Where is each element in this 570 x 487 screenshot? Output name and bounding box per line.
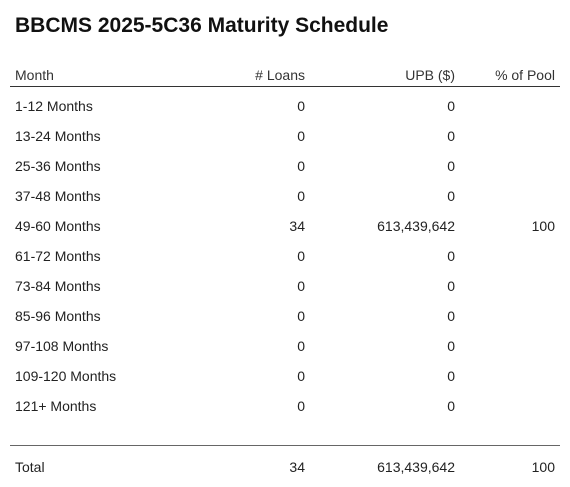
table-row: 121+ Months 0 0	[10, 391, 560, 421]
header-pool: % of Pool	[495, 67, 555, 83]
cell-month: 121+ Months	[15, 398, 97, 414]
cell-upb: 0	[447, 98, 455, 114]
cell-loans: 0	[297, 308, 305, 324]
header-loans: # Loans	[255, 67, 305, 83]
cell-month: 73-84 Months	[15, 278, 101, 294]
cell-month: 85-96 Months	[15, 308, 101, 324]
page-title: BBCMS 2025-5C36 Maturity Schedule	[15, 14, 389, 37]
cell-month: 61-72 Months	[15, 248, 101, 264]
total-loans: 34	[289, 459, 305, 475]
total-upb: 613,439,642	[377, 459, 455, 475]
total-row: Total 34 613,439,642 100	[10, 452, 560, 482]
cell-month: 1-12 Months	[15, 98, 93, 114]
table-header: Month # Loans UPB ($) % of Pool	[10, 64, 560, 87]
maturity-table: Month # Loans UPB ($) % of Pool 1-12 Mon…	[10, 64, 560, 482]
cell-month: 109-120 Months	[15, 368, 117, 384]
cell-loans: 34	[289, 218, 305, 234]
cell-upb: 0	[447, 278, 455, 294]
cell-upb: 0	[447, 158, 455, 174]
table-row: 37-48 Months 0 0	[10, 181, 560, 211]
cell-loans: 0	[297, 98, 305, 114]
cell-upb: 0	[447, 188, 455, 204]
table-row: 61-72 Months 0 0	[10, 241, 560, 271]
total-label: Total	[15, 459, 45, 475]
cell-month: 37-48 Months	[15, 188, 101, 204]
cell-upb: 0	[447, 248, 455, 264]
table-row: 13-24 Months 0 0	[10, 121, 560, 151]
cell-loans: 0	[297, 158, 305, 174]
cell-month: 49-60 Months	[15, 218, 101, 234]
cell-loans: 0	[297, 398, 305, 414]
cell-loans: 0	[297, 248, 305, 264]
cell-pool: 100	[531, 218, 555, 234]
table-row: 109-120 Months 0 0	[10, 361, 560, 391]
cell-loans: 0	[297, 128, 305, 144]
table-body: 1-12 Months 0 0 13-24 Months 0 0 25-36 M…	[10, 87, 560, 421]
table-row: 25-36 Months 0 0	[10, 151, 560, 181]
cell-loans: 0	[297, 368, 305, 384]
cell-loans: 0	[297, 188, 305, 204]
total-divider	[10, 445, 560, 446]
total-pool: 100	[531, 459, 555, 475]
cell-upb: 0	[447, 368, 455, 384]
cell-loans: 0	[297, 338, 305, 354]
header-upb: UPB ($)	[405, 67, 455, 83]
cell-upb: 0	[447, 398, 455, 414]
table-row: 1-12 Months 0 0	[10, 91, 560, 121]
table-row: 97-108 Months 0 0	[10, 331, 560, 361]
cell-upb: 613,439,642	[377, 218, 455, 234]
cell-loans: 0	[297, 278, 305, 294]
header-month: Month	[15, 67, 54, 83]
table-row: 49-60 Months 34 613,439,642 100	[10, 211, 560, 241]
table-row: 73-84 Months 0 0	[10, 271, 560, 301]
cell-month: 25-36 Months	[15, 158, 101, 174]
cell-upb: 0	[447, 128, 455, 144]
cell-upb: 0	[447, 308, 455, 324]
table-row: 85-96 Months 0 0	[10, 301, 560, 331]
cell-month: 97-108 Months	[15, 338, 109, 354]
cell-month: 13-24 Months	[15, 128, 101, 144]
cell-upb: 0	[447, 338, 455, 354]
